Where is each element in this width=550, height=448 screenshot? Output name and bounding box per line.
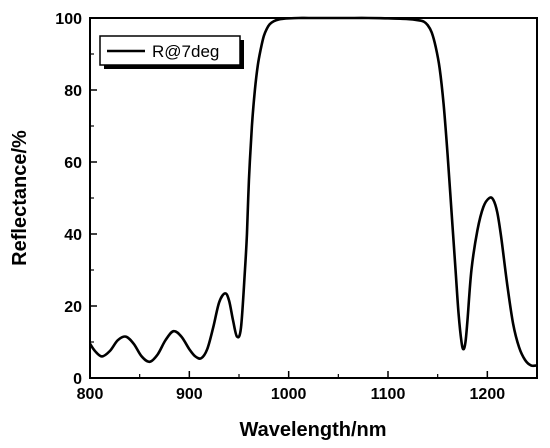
legend: R@7deg — [99, 35, 244, 69]
y-axis-title: Reflectance/% — [9, 130, 31, 266]
y-tick-label: 60 — [64, 155, 82, 172]
y-tick-label: 20 — [64, 299, 82, 316]
legend-label: R@7deg — [152, 42, 219, 61]
x-tick-label: 1100 — [371, 386, 406, 403]
x-axis-title: Wavelength/nm — [239, 419, 386, 441]
y-tick-label: 40 — [64, 227, 82, 244]
x-tick-label: 800 — [77, 386, 104, 403]
plot-frame — [89, 17, 538, 379]
series-line-r7deg — [88, 16, 538, 368]
x-tick-label: 1000 — [271, 386, 307, 403]
axis-ticks: 800 900 1000 1100 1200 0 20 40 60 80 100 — [55, 11, 505, 403]
y-tick-label: 80 — [64, 83, 82, 100]
y-tick-label: 100 — [55, 11, 82, 28]
x-tick-label: 1200 — [470, 386, 506, 403]
x-tick-label: 900 — [176, 386, 203, 403]
y-tick-label: 0 — [73, 371, 82, 388]
